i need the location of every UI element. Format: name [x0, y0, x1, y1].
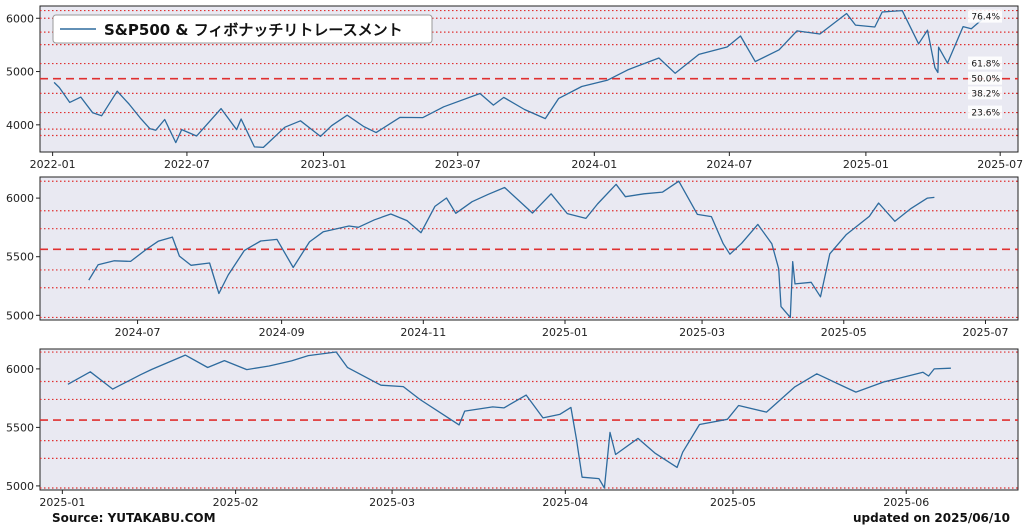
fib-level-label: 61.8%	[971, 60, 1000, 70]
x-tick-label: 2024-01	[571, 158, 617, 171]
x-tick-label: 2024-11	[400, 326, 446, 339]
y-tick-label: 5000	[6, 480, 34, 493]
fib-label-bg	[968, 71, 1002, 85]
x-tick-label: 2025-01	[39, 496, 85, 509]
panel-2: 5000 5500 6000 2024-07 2024-09 2024-11 2025-01…	[6, 176, 1019, 339]
x-tick-label: 2025-02	[213, 496, 259, 509]
x-tick-label: 2025-07	[962, 326, 1008, 339]
y-tick-label: 6000	[6, 192, 34, 205]
y-tick-label: 6000	[6, 12, 34, 25]
sp500-line	[53, 9, 985, 149]
legend-box	[52, 14, 433, 44]
x-tick-label: 2025-05	[821, 326, 867, 339]
fib-level-label: 76.4%	[971, 13, 1000, 23]
x-tick-label: 2025-03	[369, 496, 415, 509]
x-tick-label: 2025-06	[883, 496, 929, 509]
x-tick-label: 2023-07	[435, 158, 481, 171]
fib-label-bg	[968, 105, 1002, 119]
legend: S&P500 & フィボナッチリトレースメント	[52, 14, 433, 44]
fib-label-bg	[968, 9, 1002, 23]
x-tick-label: 2022-01	[30, 158, 76, 171]
x-tick-label: 2024-09	[259, 326, 305, 339]
x-tick-label: 2025-04	[542, 496, 588, 509]
legend-label: S&P500 & フィボナッチリトレースメント	[104, 21, 403, 39]
x-tick-label: 2025-01	[843, 158, 889, 171]
y-tick-label: 4000	[6, 119, 34, 132]
x-tick-label: 2023-01	[300, 158, 346, 171]
panel-1: 4000 5000 6000 2022-01 2022-07 2023-01 2023-07…	[6, 5, 1023, 171]
plot-area	[39, 176, 1019, 321]
y-tick-label: 5000	[6, 66, 34, 79]
panel-3: 5000 5500 6000 2025-01 2025-02 2025-03 2025-04…	[6, 348, 1019, 509]
fib-level-label: 38.2%	[971, 89, 1000, 99]
updated-label: updated on 2025/06/10	[853, 511, 1010, 525]
sp500-line	[88, 180, 935, 319]
x-tick-label: 2022-07	[164, 158, 210, 171]
x-tick-label: 2025-05	[710, 496, 756, 509]
fib-label-bg	[968, 56, 1002, 70]
y-tick-label: 6000	[6, 363, 34, 376]
y-tick-label: 5000	[6, 309, 34, 322]
fib-level-label: 50.0%	[971, 75, 1000, 85]
fib-level-label: 23.6%	[971, 109, 1000, 119]
sp500-line	[67, 351, 951, 489]
x-tick-label: 2024-07	[706, 158, 752, 171]
x-tick-label: 2025-07	[977, 158, 1023, 171]
x-tick-label: 2024-07	[115, 326, 161, 339]
fib-label-bg	[968, 86, 1002, 100]
y-tick-label: 5500	[6, 421, 34, 434]
x-tick-label: 2025-01	[542, 326, 588, 339]
source-label: Source: YUTAKABU.COM	[52, 511, 216, 525]
x-tick-label: 2025-03	[679, 326, 725, 339]
y-tick-label: 5500	[6, 251, 34, 264]
